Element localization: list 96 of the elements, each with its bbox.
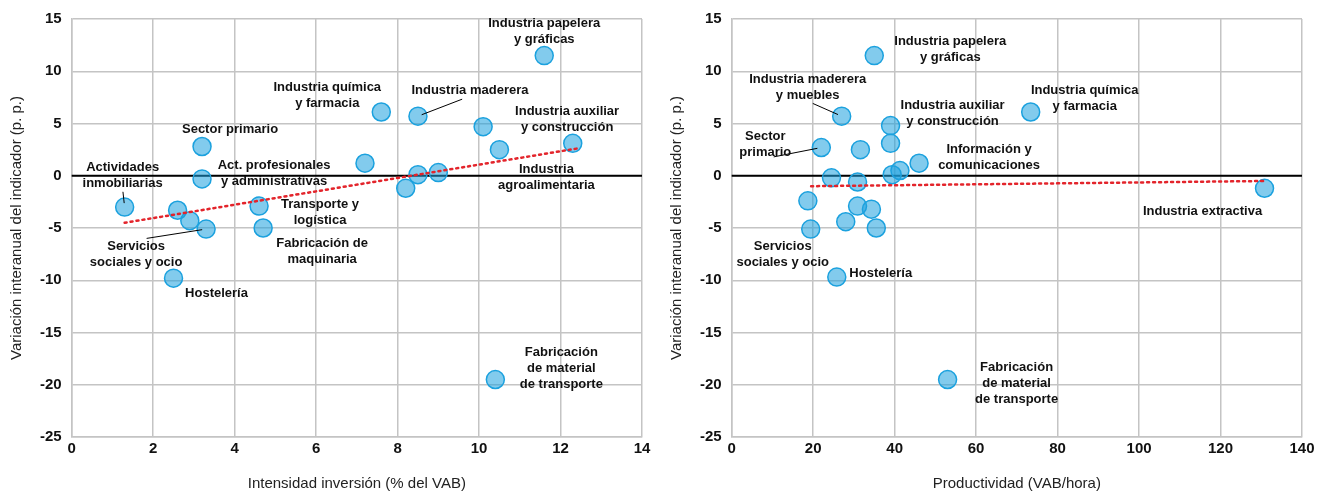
y-tick-label: -20	[39, 374, 62, 392]
point	[563, 133, 583, 154]
annotation: Servicios sociales y ocio	[736, 237, 830, 269]
point	[811, 137, 832, 158]
point	[1020, 102, 1041, 122]
point	[371, 102, 392, 122]
x-tick-label: 4	[230, 439, 240, 457]
x-tick-label: 0	[727, 439, 736, 457]
annotation: Fabricación de material de transporte	[975, 359, 1059, 407]
annotation: Sector primario	[181, 121, 279, 137]
annotation: Industria maderera y muebles	[749, 70, 867, 102]
x-axis-title: Productividad (VAB/hora)	[932, 474, 1101, 492]
x-tick-label: 100	[1126, 439, 1152, 457]
point	[850, 139, 871, 160]
x-tick-label: 20	[804, 439, 822, 457]
annotation: Industria agroalimentaria	[498, 161, 596, 193]
annotation: Industria química y farmacia	[273, 78, 382, 110]
point	[395, 178, 416, 199]
point	[882, 164, 902, 185]
annotation: Fabricación de maquinaria	[276, 234, 369, 266]
point	[880, 115, 901, 136]
point	[827, 267, 847, 287]
annotation: Industria química y farmacia	[1030, 81, 1140, 113]
point	[192, 136, 212, 157]
y-tick-label: 10	[704, 61, 722, 79]
y-tick-label: -5	[708, 218, 722, 236]
annotation: Industria auxiliar y construcción	[900, 97, 1005, 129]
annotation: Industria papelera y gráficas	[488, 15, 601, 47]
point	[485, 369, 506, 390]
point	[163, 268, 184, 288]
x-tick-label: 10	[470, 439, 488, 457]
point	[473, 116, 493, 137]
point	[114, 197, 135, 217]
y-tick-label: -15	[699, 322, 722, 340]
point	[249, 196, 269, 216]
annotation: Sector primario	[739, 128, 792, 160]
x-tick-label: 140	[1289, 439, 1315, 457]
annotation: Hostelería	[849, 264, 913, 280]
point	[937, 369, 958, 390]
annotation: Actividades inmobiliarias	[82, 158, 163, 190]
point	[355, 153, 375, 173]
annotation: Act. profesionales y administrativas	[217, 157, 331, 189]
y-tick-label: -10	[39, 270, 62, 288]
y-tick-label: 5	[713, 113, 722, 131]
x-tick-label: 120	[1208, 439, 1234, 457]
x-tick-label: 80	[1049, 439, 1066, 457]
y-tick-label: -10	[699, 270, 722, 288]
point	[180, 210, 200, 231]
y-tick-label: 5	[53, 113, 62, 131]
y-tick-label: -20	[699, 374, 722, 392]
x-axis-title: Intensidad inversión (% del VAB)	[247, 474, 466, 492]
y-tick-label: 15	[44, 9, 62, 27]
y-tick-label: -25	[39, 427, 62, 445]
x-tick-label: 2	[148, 439, 158, 457]
point	[866, 218, 887, 238]
point	[864, 45, 885, 66]
y-tick-label: -15	[39, 322, 62, 340]
point	[835, 211, 856, 232]
point	[408, 106, 428, 126]
y-tick-label: -25	[699, 427, 722, 445]
y-tick-label: 15	[704, 9, 722, 27]
y-axis-title: Variación interanual del indicador (p. p.)	[7, 95, 25, 361]
annotation: Fabricación de material de transporte	[519, 344, 603, 392]
x-tick-label: 6	[311, 439, 321, 457]
annotation: Información y comunicaciones	[938, 140, 1041, 172]
point	[861, 199, 882, 219]
y-tick-label: 0	[713, 165, 722, 183]
y-tick-label: 0	[53, 165, 62, 183]
x-tick-label: 0	[67, 439, 76, 457]
y-axis-title: Variación interanual del indicador (p. p.)	[667, 95, 685, 361]
annotation: Industria maderera	[411, 81, 530, 97]
point	[909, 153, 929, 173]
point	[821, 168, 842, 188]
point	[489, 139, 510, 160]
y-tick-label: 10	[44, 61, 62, 79]
x-tick-label: 12	[552, 439, 569, 457]
annotation: Transporte y logística	[281, 195, 360, 227]
y-tick-label: -5	[48, 218, 62, 236]
point	[798, 191, 818, 211]
annotation: Hostelería	[185, 284, 249, 300]
annotation: Industria papelera y gráficas	[894, 33, 1008, 65]
point	[196, 219, 216, 239]
point	[534, 45, 554, 66]
point	[800, 219, 821, 239]
annotation: Industria auxiliar y construcción	[515, 103, 620, 135]
x-tick-label: 14	[633, 439, 651, 457]
x-tick-label: 8	[393, 439, 402, 457]
point	[1254, 178, 1275, 199]
x-tick-label: 60	[967, 439, 985, 457]
x-tick-label: 40	[886, 439, 903, 457]
annotation: Industria extractiva	[1142, 202, 1263, 218]
point	[831, 106, 852, 126]
point	[192, 169, 212, 189]
point	[880, 133, 901, 154]
annotation: Servicios sociales y ocio	[89, 237, 183, 269]
point	[253, 218, 273, 238]
